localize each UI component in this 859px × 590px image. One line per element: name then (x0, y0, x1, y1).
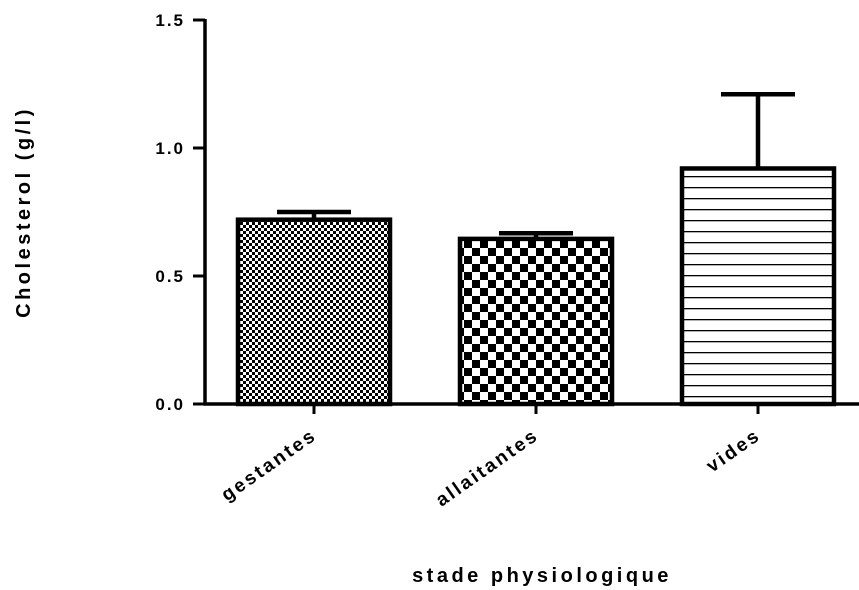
y-tick-label: 1.0 (155, 139, 185, 158)
bar-vides (679, 166, 837, 407)
x-tick-label-gestantes: gestantes (218, 425, 321, 506)
bar-allaitantes (457, 236, 615, 407)
x-tick-label-vides: vides (703, 425, 765, 477)
bar-gestantes (235, 217, 393, 407)
y-axis-title: Cholesterol (g/l) (13, 106, 35, 318)
error-bars-layer (277, 91, 795, 239)
x-tick-label-allaitantes: allaitantes (432, 425, 543, 511)
y-tick-label: 0.5 (155, 267, 185, 286)
y-ticks: 0.0 0.5 1.0 1.5 (155, 11, 205, 414)
x-axis-title: stade physiologique (412, 565, 672, 587)
y-tick-label: 0.0 (155, 395, 185, 414)
x-ticks: gestantes allaitantes vides (218, 404, 765, 511)
y-tick-label: 1.5 (155, 11, 185, 30)
bars-layer (235, 166, 837, 407)
